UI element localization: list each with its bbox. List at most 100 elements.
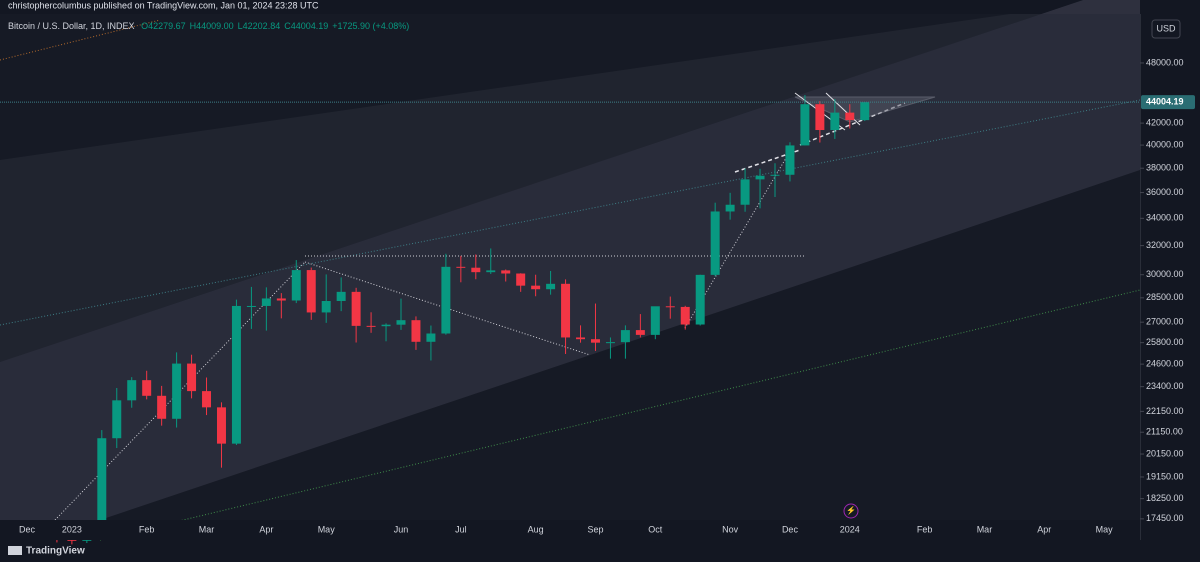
- symbol: Bitcoin / U.S. Dollar, 1D, INDEX: [8, 21, 135, 31]
- y-tick-label: 32000.00: [1146, 240, 1184, 250]
- x-tick-label: Feb: [917, 524, 933, 534]
- upper-band: [0, 0, 1140, 362]
- trend-line: [304, 261, 591, 356]
- candle-body: [725, 204, 735, 212]
- candle-body: [650, 306, 660, 335]
- candle-body: [291, 270, 301, 301]
- x-tick-label: Jun: [394, 524, 409, 534]
- candle-body: [441, 266, 451, 334]
- candle-body: [426, 333, 436, 342]
- candle-body: [411, 320, 421, 342]
- candle-body: [785, 145, 795, 175]
- candle-body: [755, 175, 765, 180]
- y-tick-label: 48000.00: [1146, 57, 1184, 67]
- candle-body: [202, 391, 212, 408]
- candle-body: [246, 305, 256, 307]
- y-tick-label: 38000.00: [1146, 163, 1184, 173]
- candle-body: [665, 306, 675, 308]
- y-tick-label: 36000.00: [1146, 187, 1184, 197]
- trend-line: [684, 147, 793, 329]
- axis-border: [1140, 14, 1141, 540]
- last-price-label: 44004.19: [1146, 96, 1184, 106]
- trend-line: [0, 19, 161, 61]
- candle-body: [276, 298, 286, 301]
- candle-body: [695, 274, 705, 325]
- candle-body: [860, 102, 870, 121]
- channel: [0, 0, 1140, 540]
- y-tick-label: 21150.00: [1146, 427, 1183, 437]
- x-tick-label: May: [1096, 524, 1114, 534]
- y-tick-label: 42000.00: [1146, 117, 1184, 127]
- x-tick-label: 2023: [62, 524, 82, 534]
- candle-body: [381, 324, 391, 327]
- candle-body: [486, 270, 496, 273]
- candle-body: [605, 342, 615, 344]
- x-tick-label: 2024: [840, 524, 860, 534]
- candle-body: [531, 285, 541, 290]
- candle-body: [351, 291, 361, 326]
- x-tick-label: Sep: [587, 524, 603, 534]
- candle-body: [635, 330, 645, 335]
- candle-body: [216, 407, 226, 444]
- publisher: christophercolumbus published on Trading…: [8, 0, 319, 10]
- time-axis: [0, 520, 1140, 540]
- candle-body: [830, 112, 840, 131]
- candle-body: [321, 300, 331, 313]
- candle-body: [231, 305, 241, 444]
- x-tick-label: Dec: [19, 524, 36, 534]
- x-tick-label: Feb: [139, 524, 155, 534]
- y-tick-label: 19150.00: [1146, 471, 1184, 481]
- x-tick-label: Oct: [648, 524, 663, 534]
- ohlc-value: O42279.67: [141, 21, 186, 31]
- candle-body: [680, 306, 690, 325]
- x-tick-label: Mar: [977, 524, 993, 534]
- y-tick-label: 25800.00: [1146, 337, 1184, 347]
- brand: TradingView: [26, 546, 85, 557]
- candle-body: [97, 438, 107, 528]
- x-tick-label: May: [318, 524, 336, 534]
- candle-body: [590, 339, 600, 343]
- candle-body: [112, 400, 122, 439]
- candle-body: [396, 320, 406, 325]
- x-tick-label: Aug: [528, 524, 544, 534]
- candle-body: [456, 266, 466, 268]
- event-icon: [843, 503, 859, 519]
- y-tick-label: 28500.00: [1146, 292, 1184, 302]
- y-tick-label: 40000.00: [1146, 139, 1184, 149]
- x-tick-label: Nov: [722, 524, 739, 534]
- y-tick-label: 24600.00: [1146, 359, 1184, 369]
- y-tick-label: 17450.00: [1146, 513, 1184, 523]
- candle-body: [172, 363, 182, 419]
- y-tick-label: 30000.00: [1146, 269, 1184, 279]
- y-tick-label: 22150.00: [1146, 406, 1184, 416]
- candle-body: [127, 380, 137, 401]
- x-tick-label: Mar: [199, 524, 215, 534]
- currency: USD: [1156, 23, 1176, 33]
- candle-body: [815, 104, 825, 131]
- candle-body: [845, 112, 855, 121]
- y-tick-label: 18250.00: [1146, 493, 1184, 503]
- candle-body: [187, 363, 197, 392]
- ohlc-value: H44009.00: [190, 21, 234, 31]
- candle-body: [740, 179, 750, 205]
- x-tick-label: Apr: [1037, 524, 1051, 534]
- candle-body: [501, 270, 511, 274]
- candle-body: [516, 273, 526, 286]
- x-tick-label: Jul: [455, 524, 467, 534]
- candle-body: [576, 337, 586, 340]
- candle-body: [471, 267, 481, 273]
- candles: [52, 95, 870, 545]
- x-tick-label: Dec: [782, 524, 799, 534]
- logo: [8, 546, 22, 555]
- candle-body: [157, 395, 167, 419]
- event-glyph: ⚡: [846, 505, 856, 515]
- trend-line: [99, 289, 1141, 541]
- candle-body: [142, 380, 152, 396]
- candle-body: [336, 291, 346, 301]
- candle-body: [261, 298, 271, 306]
- currency-box: [1151, 19, 1181, 39]
- pattern-line: [825, 92, 861, 126]
- last-price-tag: [1141, 95, 1195, 110]
- x-tick-label: Apr: [259, 524, 273, 534]
